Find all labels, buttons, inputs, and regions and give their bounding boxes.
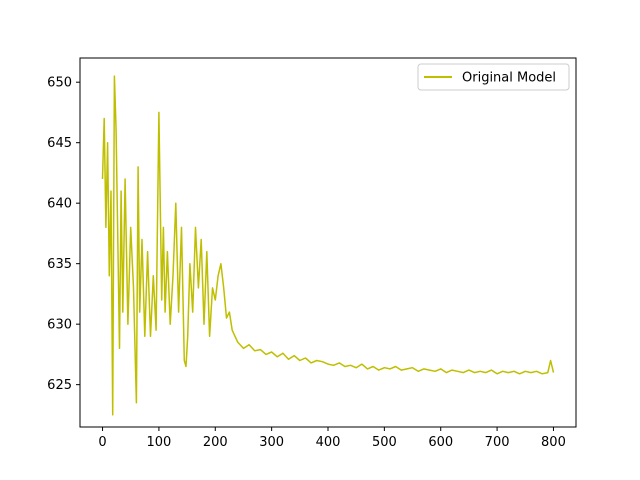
legend: Original Model xyxy=(417,63,570,91)
x-tick-label: 300 xyxy=(259,435,284,450)
y-axis: 625 630 635 640 645 650 xyxy=(47,76,80,393)
legend-box xyxy=(417,63,570,91)
y-tick-label: 645 xyxy=(47,136,72,151)
x-tick-label: 400 xyxy=(316,435,341,450)
y-tick-label: 640 xyxy=(47,197,72,212)
x-tick-label: 600 xyxy=(428,435,453,450)
y-tick-label: 650 xyxy=(47,76,72,91)
series-line-0 xyxy=(101,75,555,416)
legend-label: Original Model xyxy=(462,71,556,86)
x-tick-label: 0 xyxy=(98,435,106,450)
x-tick-label: 800 xyxy=(541,435,566,450)
x-tick-label: 500 xyxy=(372,435,397,450)
x-tick-label: 200 xyxy=(203,435,228,450)
y-tick-label: 625 xyxy=(47,378,72,393)
x-tick-label: 700 xyxy=(485,435,510,450)
plot-area xyxy=(101,75,555,416)
y-tick-label: 630 xyxy=(47,318,72,333)
x-tick-label: 100 xyxy=(146,435,171,450)
x-axis: 0 100 200 300 400 500 600 700 800 xyxy=(98,427,566,450)
y-tick-label: 635 xyxy=(47,257,72,272)
